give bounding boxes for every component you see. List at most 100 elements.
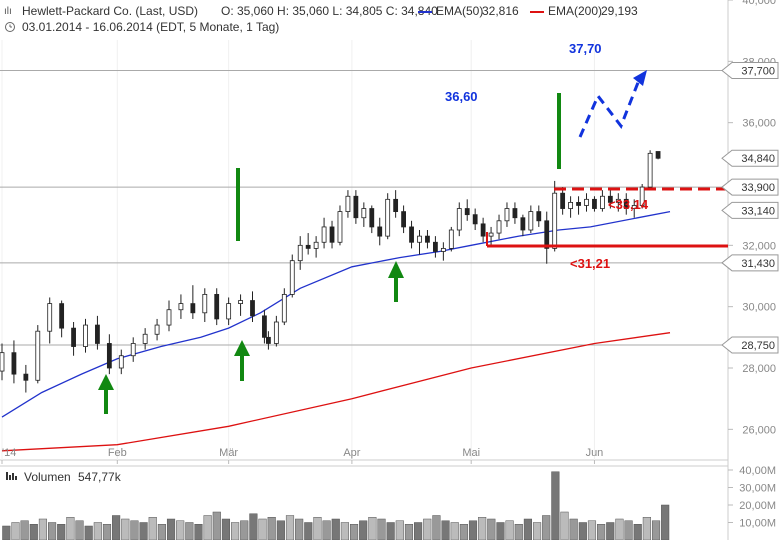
candle [425, 230, 430, 249]
candle [106, 334, 112, 375]
volume-bar [112, 515, 121, 540]
volume-bar [84, 525, 93, 540]
candle [456, 202, 462, 237]
y-tick-label: 36,000 [742, 118, 776, 130]
candle [35, 325, 41, 384]
volume-value: 547,77k [78, 470, 122, 484]
volume-bar [359, 520, 368, 540]
ohlc-values: O: 35,060 H: 35,060 L: 34,805 C: 34,840 [221, 4, 438, 18]
candle [297, 236, 303, 270]
volume-bar [505, 520, 514, 540]
candle [11, 340, 17, 384]
volume-bar [487, 518, 496, 540]
candle [560, 187, 566, 215]
candle [266, 331, 271, 350]
candle [623, 193, 629, 215]
volume-bar [267, 517, 276, 540]
candle [655, 151, 661, 160]
volume-bar [441, 520, 450, 540]
volume-bar [240, 520, 249, 540]
volume-bar [478, 517, 487, 540]
candle [202, 288, 208, 322]
up-arrow-apr [388, 261, 404, 302]
candle [631, 199, 637, 218]
volume-bar [304, 522, 313, 540]
candle [118, 349, 124, 375]
candle [353, 190, 359, 224]
volume-bar [450, 522, 459, 540]
pole-march [236, 168, 240, 241]
candle [337, 205, 343, 246]
candle [238, 294, 243, 316]
volume-bar [157, 524, 166, 540]
x-tick-label: Mär [219, 447, 238, 459]
candle [166, 300, 172, 332]
annotation-support-33-14: <33,14 [608, 197, 649, 212]
volume-bar [29, 524, 38, 540]
candle [607, 190, 613, 209]
volume-bar [185, 522, 194, 540]
candle [321, 217, 327, 249]
y-tick-label: 40,000 [742, 0, 776, 7]
volume-bar [560, 511, 569, 540]
candles-layer [0, 150, 661, 393]
volume-bar [368, 517, 377, 540]
candle [615, 193, 621, 212]
candles-icon: ılı [4, 6, 12, 17]
volume-bar [404, 524, 414, 540]
price-box: 28,750 [721, 336, 779, 354]
volume-bar [496, 522, 505, 540]
volume-bar [102, 524, 112, 540]
projected-arrowhead [633, 70, 647, 86]
volume-bar [642, 517, 651, 540]
price-box-label: 37,700 [741, 66, 775, 78]
y-tick-label: 28,000 [742, 363, 776, 375]
candle [568, 196, 573, 218]
candle [377, 217, 383, 246]
candle [329, 220, 335, 249]
volume-bar [258, 518, 267, 540]
volume-bar [221, 518, 231, 540]
volume-bar [633, 524, 642, 540]
x-tick-label: Feb [108, 447, 127, 459]
pole-june [557, 93, 561, 169]
last-price-box-label: 34,840 [741, 153, 775, 165]
vol-tick-label: 40,00M [739, 465, 776, 477]
candle [289, 254, 295, 298]
ema50-legend-label: EMA(50) [436, 4, 483, 18]
volume-bar [578, 522, 587, 540]
candle [512, 202, 518, 224]
ema200-line [1, 332, 671, 452]
ema200-legend-value: 29,193 [601, 4, 638, 18]
price-box: 33,900 [721, 178, 779, 196]
candle [647, 150, 653, 191]
volume-icon [6, 472, 8, 480]
price-axis: 40,00038,00036,00034,00032,00030,00028,0… [721, 0, 779, 436]
volume-bar [651, 520, 661, 540]
candle [190, 285, 196, 319]
price-box-label: 33,900 [741, 182, 775, 194]
candle [154, 318, 160, 341]
volume-bar [212, 511, 221, 540]
volume-bar [615, 518, 624, 540]
candle [464, 199, 470, 221]
candle [0, 343, 5, 381]
volume-bar [340, 522, 349, 540]
candle [393, 190, 399, 218]
x-tick-label: Apr [343, 447, 360, 459]
candle [47, 297, 53, 344]
vol-tick-label: 30,00M [739, 483, 776, 495]
candle [262, 309, 267, 344]
volume-bar [11, 522, 20, 540]
candle [576, 196, 581, 215]
clock-icon [5, 22, 15, 32]
volume-bar [93, 522, 102, 540]
candle [313, 236, 319, 258]
volume-bar [395, 520, 404, 540]
candle [71, 322, 76, 356]
date-range: 03.01.2014 - 16.06.2014 (EDT, 5 Monate, … [22, 20, 279, 34]
volume-bar [386, 522, 395, 540]
volume-bar [542, 515, 551, 540]
price-box-label: 28,750 [741, 340, 775, 352]
volume-bar [606, 522, 615, 540]
